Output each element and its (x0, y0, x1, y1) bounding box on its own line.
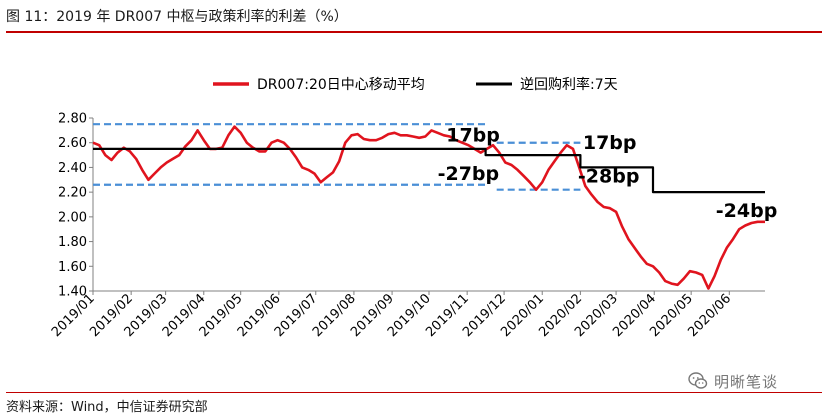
series-lines (92, 125, 765, 290)
chart: 1.40 1.60 1.80 2.00 2.20 2.40 2.60 2.80 2019/01… (49, 76, 777, 341)
y-ticks: 1.40 1.60 1.80 2.00 2.20 2.40 2.60 2.80 (58, 112, 93, 300)
annotation-label: 17bp (446, 124, 500, 146)
wechat-icon (688, 372, 708, 389)
series-dr007-line (92, 125, 765, 290)
series-reverse-repo-line (93, 147, 765, 194)
title-rule (6, 31, 822, 33)
y-tick-label: 2.80 (58, 112, 87, 127)
annotation-label: -24bp (716, 200, 778, 222)
y-tick-label: 2.00 (58, 210, 87, 225)
figure-title: 图 11：2019 年 DR007 中枢与政策利率的利差（%） (6, 9, 348, 25)
y-tick-label: 1.80 (58, 235, 87, 250)
legend-label-dr007: DR007:20日中心移动平均 (257, 77, 425, 93)
y-tick-label: 2.20 (58, 186, 87, 201)
annotation-label: 17bp (583, 132, 637, 154)
x-ticks: 2019/012019/022019/032019/042019/052019/… (49, 291, 734, 340)
y-tick-label: 2.40 (58, 161, 87, 176)
legend: DR007:20日中心移动平均 逆回购利率:7天 (213, 76, 618, 93)
annotations: 17bp -27bp 17bp -28bp -24bp (438, 124, 778, 221)
annotation-label: -27bp (438, 163, 500, 185)
annotation-label: -28bp (578, 165, 640, 187)
watermark: 明晰笔谈 (688, 369, 818, 393)
legend-label-reverse-repo: 逆回购利率:7天 (520, 76, 618, 93)
source-note: 资料来源：Wind，中信证券研究部 (6, 400, 208, 415)
footer-rule (6, 392, 822, 393)
bands (93, 123, 581, 191)
plot-area: 1.40 1.60 1.80 2.00 2.20 2.40 2.60 2.80 2019/01… (49, 112, 777, 341)
y-tick-label: 1.60 (58, 260, 87, 275)
watermark-text: 明晰笔谈 (714, 372, 779, 391)
y-tick-label: 2.60 (58, 136, 87, 151)
y-tick-label: 1.40 (58, 285, 87, 300)
